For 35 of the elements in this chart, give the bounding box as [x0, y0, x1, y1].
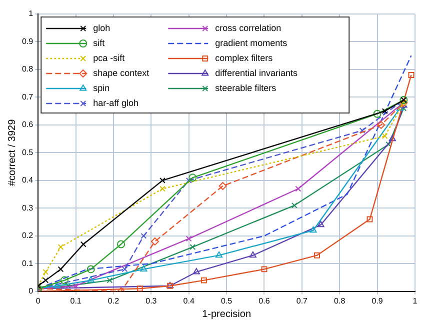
legend-label: gradient moments	[215, 38, 288, 48]
x-tick-label: 0.4	[183, 296, 195, 306]
y-tick-label: 0.7	[22, 92, 34, 102]
y-tick-label: 0.9	[22, 36, 34, 46]
x-tick-label: 0.7	[296, 296, 308, 306]
x-tick-label: 0.1	[70, 296, 82, 306]
y-tick-label: 0	[28, 286, 34, 296]
y-tick-label: 0.4	[22, 176, 34, 185]
y-tick-label: 0.5	[22, 148, 34, 157]
legend-label: shape context	[93, 68, 150, 78]
legend-label: pca -sift	[93, 52, 126, 63]
legend-label: steerable filters	[215, 82, 277, 93]
legend-label: cross correlation	[215, 22, 282, 33]
legend-label: complex filters	[215, 52, 274, 63]
y-tick-label: 0.8	[22, 64, 34, 74]
x-tick-label: 0.5	[221, 296, 233, 306]
y-tick-label: 1	[28, 9, 34, 18]
x-tick-label: 0.8	[334, 296, 346, 306]
y-tick-label: 0.1	[22, 258, 34, 268]
x-tick-label: 0.9	[372, 296, 384, 306]
x-tick-label: 1	[412, 296, 418, 306]
y-tick-label: 0.3	[22, 203, 34, 212]
legend-label: gloh	[93, 22, 110, 33]
y-tick-label: 0.6	[22, 120, 34, 130]
x-tick-label: 0.3	[146, 296, 158, 306]
legend-label: spin	[93, 82, 110, 93]
legend-label: sift	[93, 38, 106, 48]
y-axis-title: #correct / 3929	[6, 118, 18, 186]
x-tick-label: 0.2	[108, 296, 120, 306]
x-tick-label: 0.6	[258, 296, 270, 306]
legend-label: har-aff gloh	[93, 98, 138, 108]
x-tick-label: 0	[36, 296, 41, 306]
legend-label: differential invariants	[215, 68, 298, 78]
x-axis-title: 1-precision	[202, 308, 252, 320]
y-tick-label: 0.2	[22, 231, 34, 240]
